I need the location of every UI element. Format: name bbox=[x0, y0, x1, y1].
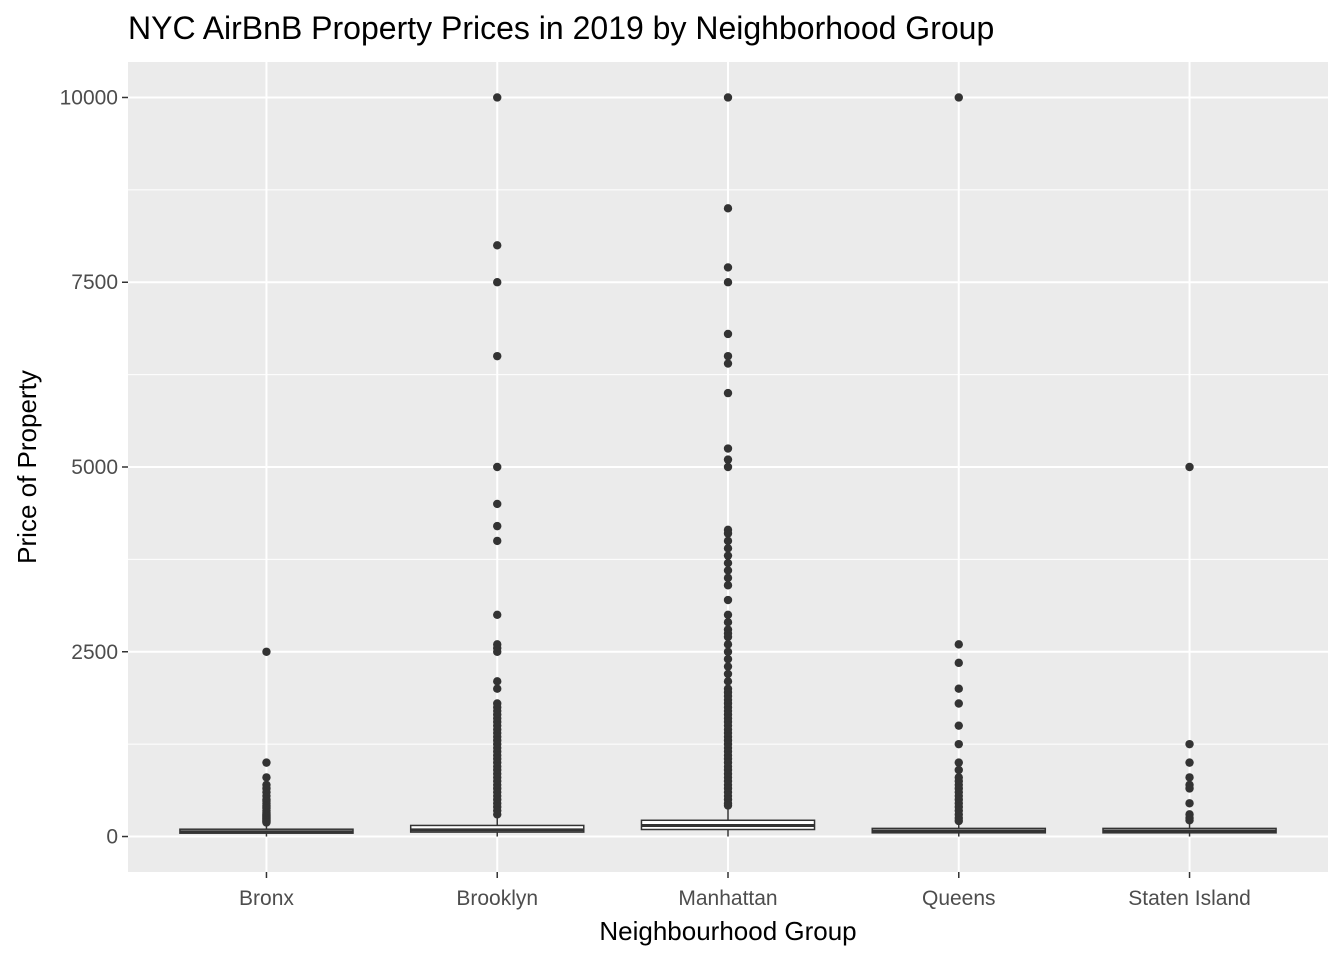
outlier-point bbox=[493, 462, 502, 472]
outlier-point bbox=[954, 93, 963, 102]
outlier-point bbox=[493, 278, 502, 287]
outlier-point bbox=[954, 758, 963, 767]
outlier-point bbox=[493, 647, 502, 656]
outlier-point bbox=[493, 351, 502, 361]
outlier-point bbox=[1185, 799, 1194, 808]
outlier-point bbox=[493, 93, 502, 102]
x-axis: Bronx Brooklyn Manhattan Queens Staten Islan… bbox=[239, 872, 1251, 910]
box-group bbox=[871, 93, 1047, 837]
outlier-point bbox=[493, 810, 502, 819]
outlier-point bbox=[723, 551, 733, 560]
y-tick-label: 5000 bbox=[71, 456, 118, 479]
y-axis: 0 2500 5000 7500 10000 bbox=[60, 86, 128, 849]
outlier-point bbox=[262, 773, 271, 782]
outlier-point bbox=[1185, 758, 1194, 767]
box-group bbox=[640, 93, 816, 837]
outlier-point bbox=[723, 462, 733, 472]
outlier-point bbox=[723, 544, 733, 553]
x-tick-label: Manhattan bbox=[678, 887, 777, 910]
outlier-point bbox=[493, 521, 502, 531]
outlier-point bbox=[1185, 462, 1194, 472]
outlier-point bbox=[723, 573, 733, 583]
outlier-point bbox=[723, 654, 733, 664]
outlier-point bbox=[723, 278, 733, 287]
outlier-point bbox=[723, 359, 733, 368]
outlier-point bbox=[723, 610, 733, 620]
outlier-point bbox=[1185, 773, 1194, 782]
outlier-point bbox=[723, 444, 733, 453]
outlier-point bbox=[954, 699, 963, 708]
outlier-point bbox=[723, 329, 733, 339]
y-tick-label: 2500 bbox=[71, 641, 118, 664]
x-tick-label: Staten Island bbox=[1128, 887, 1251, 910]
outlier-point bbox=[493, 677, 502, 686]
y-tick-label: 7500 bbox=[71, 271, 118, 294]
outlier-point bbox=[723, 647, 733, 656]
outlier-point bbox=[723, 669, 733, 679]
y-tick-label: 10000 bbox=[60, 86, 118, 109]
outlier-point bbox=[262, 647, 271, 656]
outlier-point bbox=[723, 801, 733, 810]
outlier-point bbox=[723, 93, 733, 102]
outlier-point bbox=[723, 558, 733, 568]
box-group bbox=[409, 93, 585, 837]
outlier-point bbox=[723, 529, 733, 538]
outlier-point bbox=[954, 684, 963, 693]
y-axis-title: Price of Property bbox=[12, 370, 42, 564]
outlier-point bbox=[723, 455, 733, 464]
boxes-layer bbox=[179, 93, 1277, 837]
outlier-point bbox=[723, 632, 733, 642]
box-group bbox=[1102, 462, 1277, 837]
outlier-point bbox=[723, 662, 733, 671]
outlier-point bbox=[262, 758, 271, 767]
outlier-point bbox=[493, 684, 502, 693]
outlier-point bbox=[723, 677, 733, 686]
outlier-point bbox=[493, 499, 502, 509]
outlier-point bbox=[954, 640, 963, 649]
outlier-point bbox=[1185, 739, 1194, 749]
outlier-point bbox=[723, 263, 733, 272]
outlier-point bbox=[493, 241, 502, 250]
box-group bbox=[179, 647, 354, 837]
outlier-point bbox=[493, 610, 502, 620]
outlier-point bbox=[723, 204, 733, 213]
outlier-point bbox=[723, 351, 733, 361]
outlier-point bbox=[954, 721, 963, 730]
chart-title: NYC AirBnB Property Prices in 2019 by Ne… bbox=[128, 10, 995, 46]
outlier-point bbox=[262, 818, 271, 827]
outlier-point bbox=[493, 536, 502, 546]
outlier-point bbox=[723, 566, 733, 575]
outlier-point bbox=[723, 618, 733, 627]
outlier-point bbox=[723, 640, 733, 649]
outlier-point bbox=[723, 581, 733, 590]
outlier-point bbox=[723, 388, 733, 398]
outlier-point bbox=[954, 816, 963, 826]
outlier-point bbox=[954, 765, 963, 775]
outlier-point bbox=[723, 536, 733, 546]
outlier-point bbox=[954, 739, 963, 749]
x-tick-label: Queens bbox=[922, 887, 996, 910]
outlier-point bbox=[1185, 816, 1194, 825]
x-tick-label: Bronx bbox=[239, 887, 294, 910]
x-axis-title: Neighbourhood Group bbox=[599, 916, 856, 946]
outlier-point bbox=[1185, 784, 1194, 793]
outlier-point bbox=[723, 595, 733, 605]
y-tick-label: 0 bbox=[106, 826, 118, 849]
outlier-point bbox=[954, 658, 963, 668]
x-tick-label: Brooklyn bbox=[456, 887, 538, 910]
